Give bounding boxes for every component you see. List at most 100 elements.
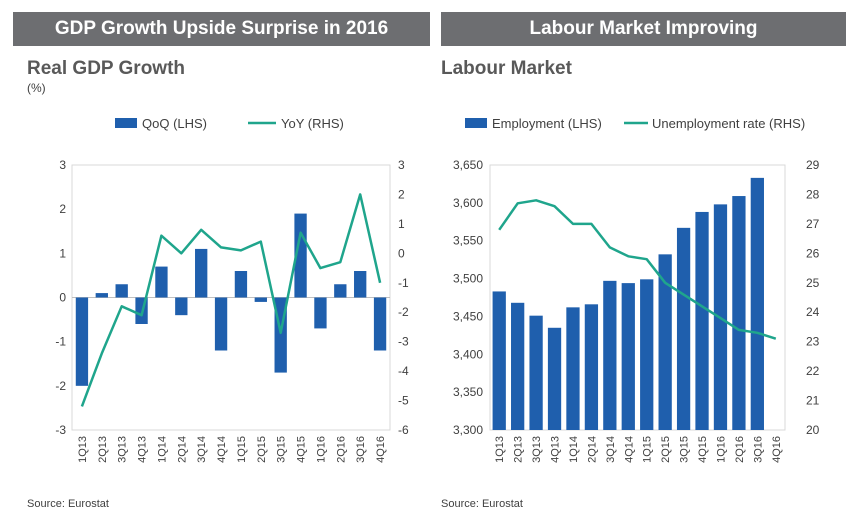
gdp-legend-label: QoQ (LHS) bbox=[142, 116, 207, 131]
labour-x-tick: 2Q15 bbox=[660, 436, 672, 463]
labour-x-tick: 3Q14 bbox=[605, 436, 617, 463]
gdp-y-right-tick: -6 bbox=[398, 423, 409, 437]
right-chart-title: Labour Market bbox=[441, 58, 572, 79]
labour-plot-frame bbox=[489, 164, 786, 431]
labour-bar bbox=[547, 327, 562, 430]
gdp-x-tick: 1Q14 bbox=[156, 436, 168, 463]
labour-x-tick: 3Q15 bbox=[679, 436, 691, 463]
gdp-bar bbox=[314, 297, 327, 329]
labour-bar bbox=[621, 283, 635, 430]
labour-y-left-tick: 3,650 bbox=[453, 158, 483, 172]
labour-y-right-tick: 21 bbox=[806, 394, 820, 408]
labour-bar bbox=[584, 304, 599, 430]
labour-x-tick: 2Q14 bbox=[586, 436, 598, 463]
gdp-bar bbox=[175, 297, 188, 316]
labour-y-left-tick: 3,450 bbox=[453, 309, 483, 323]
labour-y-right-tick: 23 bbox=[806, 335, 820, 349]
labour-x-tick: 2Q13 bbox=[513, 436, 525, 463]
labour-y-right-tick: 28 bbox=[806, 187, 820, 201]
gdp-y-left-tick: -1 bbox=[55, 335, 66, 349]
labour-y-right-tick: 24 bbox=[806, 305, 820, 319]
gdp-bar bbox=[294, 213, 307, 298]
labour-legend-bar-swatch bbox=[465, 118, 487, 128]
gdp-y-right-tick: -2 bbox=[398, 305, 409, 319]
labour-bar bbox=[658, 254, 672, 430]
gdp-x-tick: 1Q15 bbox=[236, 436, 248, 463]
labour-y-right-tick: 26 bbox=[806, 246, 820, 260]
labour-y-right-tick: 25 bbox=[806, 276, 820, 290]
labour-x-tick: 3Q16 bbox=[752, 436, 764, 463]
labour-y-left-tick: 3,500 bbox=[453, 272, 483, 286]
labour-x-tick: 4Q15 bbox=[697, 436, 709, 463]
gdp-x-tick: 4Q15 bbox=[296, 436, 308, 463]
labour-bar bbox=[566, 307, 580, 430]
labour-x-tick: 1Q13 bbox=[494, 436, 506, 463]
labour-x-tick: 4Q14 bbox=[623, 436, 635, 463]
labour-x-tick: 1Q16 bbox=[715, 436, 727, 463]
gdp-y-right-tick: 2 bbox=[398, 187, 405, 201]
gdp-legend-bar-swatch bbox=[115, 118, 137, 128]
gdp-bar bbox=[155, 266, 168, 298]
gdp-y-right-tick: 3 bbox=[398, 158, 405, 172]
labour-legend-label: Unemployment rate (RHS) bbox=[652, 116, 805, 131]
gdp-x-tick: 3Q13 bbox=[117, 436, 129, 463]
labour-x-tick: 1Q14 bbox=[568, 436, 580, 463]
gdp-x-tick: 3Q14 bbox=[196, 436, 208, 463]
gdp-y-left-tick: -3 bbox=[55, 423, 66, 437]
labour-line-series bbox=[498, 199, 777, 340]
gdp-y-right-tick: 0 bbox=[398, 246, 405, 260]
labour-y-right-tick: 20 bbox=[806, 423, 820, 437]
gdp-y-left-tick: -2 bbox=[55, 379, 66, 393]
left-chart-title: Real GDP Growth bbox=[27, 58, 186, 79]
labour-y-right-tick: 27 bbox=[806, 217, 820, 231]
labour-y-left-tick: 3,400 bbox=[453, 347, 483, 361]
gdp-y-left-tick: 0 bbox=[59, 291, 66, 305]
gdp-bar bbox=[373, 297, 387, 351]
gdp-x-tick: 3Q15 bbox=[276, 436, 288, 463]
left-source-note: Source: Eurostat bbox=[27, 498, 109, 510]
gdp-bar bbox=[254, 297, 267, 302]
gdp-x-tick: 4Q13 bbox=[137, 436, 149, 463]
gdp-x-tick: 1Q16 bbox=[315, 436, 327, 463]
labour-x-tick: 2Q16 bbox=[734, 436, 746, 463]
gdp-bar bbox=[115, 284, 128, 298]
gdp-x-tick: 4Q16 bbox=[375, 436, 387, 463]
labour-bar bbox=[529, 315, 543, 430]
gdp-bar bbox=[195, 248, 208, 298]
gdp-y-right-tick: -3 bbox=[398, 335, 409, 349]
labour-y-right-tick: 29 bbox=[806, 158, 820, 172]
gdp-y-left-tick: 2 bbox=[59, 202, 66, 216]
labour-x-tick: 3Q13 bbox=[531, 436, 543, 463]
labour-bar bbox=[640, 279, 654, 430]
labour-bar bbox=[695, 211, 709, 430]
gdp-x-tick: 1Q13 bbox=[77, 436, 89, 463]
gdp-line-series bbox=[80, 193, 382, 407]
gdp-x-tick: 2Q14 bbox=[176, 436, 188, 463]
labour-bar bbox=[492, 291, 506, 430]
gdp-y-right-tick: -5 bbox=[398, 394, 409, 408]
gdp-x-tick: 2Q13 bbox=[97, 436, 109, 463]
gdp-x-tick: 3Q16 bbox=[355, 436, 367, 463]
gdp-bar bbox=[75, 297, 89, 386]
labour-x-tick: 4Q16 bbox=[771, 436, 783, 463]
gdp-x-tick: 2Q16 bbox=[335, 436, 347, 463]
labour-legend-label: Employment (LHS) bbox=[492, 116, 602, 131]
gdp-y-right-tick: 1 bbox=[398, 217, 405, 231]
gdp-y-right-tick: -1 bbox=[398, 276, 409, 290]
left-chart-unit: (%) bbox=[27, 81, 46, 95]
labour-bar bbox=[603, 280, 617, 430]
gdp-y-left-tick: 1 bbox=[59, 246, 66, 260]
labour-y-left-tick: 3,550 bbox=[453, 234, 483, 248]
gdp-bar bbox=[214, 297, 228, 351]
gdp-bar bbox=[95, 293, 108, 298]
labour-y-left-tick: 3,600 bbox=[453, 196, 483, 210]
labour-y-left-tick: 3,300 bbox=[453, 423, 483, 437]
gdp-legend-label: YoY (RHS) bbox=[281, 116, 344, 131]
labour-bar bbox=[732, 196, 746, 430]
labour-y-left-tick: 3,350 bbox=[453, 385, 483, 399]
labour-bar bbox=[750, 177, 764, 430]
gdp-bar bbox=[234, 271, 248, 298]
right-source-note: Source: Eurostat bbox=[441, 498, 523, 510]
gdp-y-left-tick: 3 bbox=[59, 158, 66, 172]
